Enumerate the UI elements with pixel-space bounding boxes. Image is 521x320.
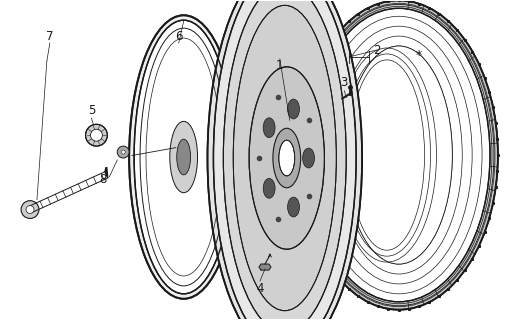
Text: 2: 2 bbox=[373, 44, 381, 58]
Ellipse shape bbox=[307, 8, 490, 302]
Ellipse shape bbox=[303, 148, 315, 168]
Text: 1: 1 bbox=[276, 59, 283, 72]
Ellipse shape bbox=[273, 128, 301, 188]
Ellipse shape bbox=[233, 5, 337, 311]
Ellipse shape bbox=[263, 179, 275, 198]
Ellipse shape bbox=[279, 140, 295, 176]
Ellipse shape bbox=[288, 197, 300, 217]
Ellipse shape bbox=[224, 0, 346, 320]
Ellipse shape bbox=[85, 124, 107, 146]
Ellipse shape bbox=[134, 20, 233, 294]
Ellipse shape bbox=[91, 129, 103, 141]
Ellipse shape bbox=[300, 0, 498, 310]
Ellipse shape bbox=[170, 121, 197, 193]
Ellipse shape bbox=[249, 67, 325, 249]
Polygon shape bbox=[29, 172, 108, 213]
Text: 6: 6 bbox=[175, 29, 182, 43]
Text: 5: 5 bbox=[88, 104, 95, 117]
Ellipse shape bbox=[214, 0, 356, 320]
Text: 7: 7 bbox=[46, 29, 54, 43]
Ellipse shape bbox=[263, 118, 275, 138]
Text: *: * bbox=[415, 49, 421, 62]
Ellipse shape bbox=[207, 0, 362, 320]
Circle shape bbox=[21, 201, 39, 219]
Polygon shape bbox=[105, 168, 108, 178]
Ellipse shape bbox=[288, 99, 300, 119]
Ellipse shape bbox=[177, 139, 191, 175]
Circle shape bbox=[117, 146, 129, 158]
Circle shape bbox=[26, 206, 34, 213]
Text: 3: 3 bbox=[341, 76, 348, 89]
Polygon shape bbox=[259, 264, 271, 270]
Text: 8: 8 bbox=[100, 173, 107, 186]
Ellipse shape bbox=[129, 15, 238, 299]
Circle shape bbox=[121, 150, 125, 154]
Text: 4: 4 bbox=[256, 282, 264, 295]
Ellipse shape bbox=[345, 46, 452, 264]
